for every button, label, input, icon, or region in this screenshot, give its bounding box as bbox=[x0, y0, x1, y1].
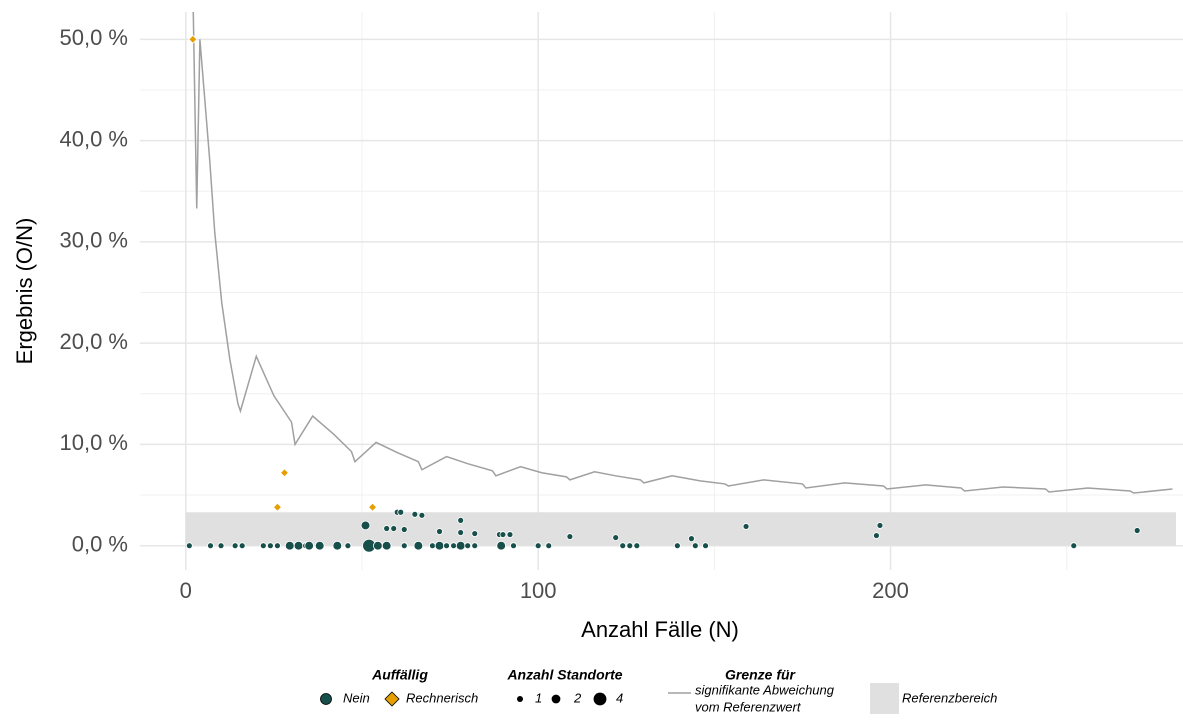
point bbox=[1133, 527, 1141, 534]
point bbox=[566, 533, 574, 540]
point bbox=[633, 542, 641, 550]
point bbox=[702, 542, 709, 550]
legend-label: Referenzbereich bbox=[902, 690, 997, 705]
point bbox=[413, 540, 424, 551]
legend-label: vom Referenzwert bbox=[695, 699, 802, 714]
legend-marker bbox=[593, 692, 607, 706]
point bbox=[873, 532, 880, 539]
point bbox=[457, 516, 465, 524]
legend-title: Grenze für bbox=[725, 667, 797, 683]
point bbox=[284, 540, 295, 551]
point bbox=[272, 502, 282, 512]
legend-label: Nein bbox=[343, 690, 370, 705]
point bbox=[274, 542, 281, 550]
point bbox=[619, 542, 627, 550]
point bbox=[612, 534, 620, 541]
point bbox=[688, 535, 695, 543]
point bbox=[1070, 542, 1078, 550]
legend-title: Anzahl Standorte bbox=[506, 667, 622, 683]
y-tick-label: 40,0 % bbox=[60, 126, 129, 151]
point bbox=[411, 510, 419, 518]
legend-label: 2 bbox=[573, 690, 582, 705]
point bbox=[429, 542, 436, 550]
point bbox=[673, 542, 681, 550]
legend-label: 1 bbox=[535, 690, 542, 705]
point bbox=[545, 542, 553, 550]
legend-label: signifikante Abweichung bbox=[695, 682, 835, 697]
point bbox=[626, 542, 634, 550]
reference-band bbox=[185, 512, 1176, 546]
point bbox=[304, 540, 314, 551]
point bbox=[266, 542, 274, 550]
point bbox=[464, 542, 472, 550]
point bbox=[496, 540, 506, 551]
point bbox=[457, 529, 465, 536]
point bbox=[418, 511, 426, 519]
point bbox=[691, 542, 699, 550]
point bbox=[397, 508, 405, 516]
point bbox=[499, 531, 507, 538]
point bbox=[185, 542, 193, 550]
point bbox=[238, 542, 246, 550]
point bbox=[314, 540, 325, 551]
point bbox=[383, 525, 391, 532]
point bbox=[231, 542, 239, 550]
x-axis-label: Anzahl Fälle (N) bbox=[581, 617, 739, 642]
point bbox=[443, 542, 450, 550]
legend-marker bbox=[320, 693, 332, 705]
point bbox=[436, 528, 443, 535]
x-tick-label: 200 bbox=[872, 578, 909, 603]
limit-line bbox=[192, 12, 1173, 494]
legend-label: 4 bbox=[616, 690, 623, 705]
point bbox=[506, 531, 514, 538]
point bbox=[400, 542, 408, 550]
y-tick-label: 10,0 % bbox=[60, 430, 129, 455]
point bbox=[373, 540, 383, 551]
point bbox=[471, 530, 479, 537]
point bbox=[534, 542, 542, 550]
y-tick-label: 20,0 % bbox=[60, 329, 129, 354]
x-tick-label: 0 bbox=[180, 578, 192, 603]
legend-band bbox=[870, 683, 899, 714]
legend-marker bbox=[517, 696, 523, 702]
point bbox=[293, 540, 304, 551]
point bbox=[381, 540, 392, 551]
point bbox=[742, 523, 750, 530]
legend-title: Auffällig bbox=[371, 667, 428, 683]
point bbox=[400, 526, 408, 533]
point bbox=[450, 542, 458, 550]
y-axis-label: Ergebnis (O/N) bbox=[12, 218, 37, 365]
point bbox=[367, 502, 378, 512]
point bbox=[279, 468, 290, 478]
point bbox=[390, 525, 398, 532]
legend-marker bbox=[551, 694, 561, 704]
point bbox=[332, 540, 343, 551]
x-tick-label: 100 bbox=[520, 578, 557, 603]
point bbox=[217, 542, 225, 550]
point bbox=[188, 34, 198, 44]
plot-area bbox=[140, 12, 1183, 570]
point bbox=[876, 522, 884, 529]
y-tick-label: 0,0 % bbox=[72, 532, 128, 557]
point bbox=[207, 542, 214, 550]
point bbox=[455, 540, 466, 551]
legend-marker bbox=[384, 691, 400, 707]
point bbox=[360, 520, 371, 531]
legend-label: Rechnerisch bbox=[406, 690, 478, 705]
y-tick-label: 50,0 % bbox=[60, 25, 129, 50]
point bbox=[434, 540, 445, 551]
point bbox=[471, 542, 479, 550]
y-tick-label: 30,0 % bbox=[60, 228, 129, 253]
point bbox=[259, 542, 267, 550]
point bbox=[344, 542, 352, 550]
point bbox=[510, 542, 517, 550]
